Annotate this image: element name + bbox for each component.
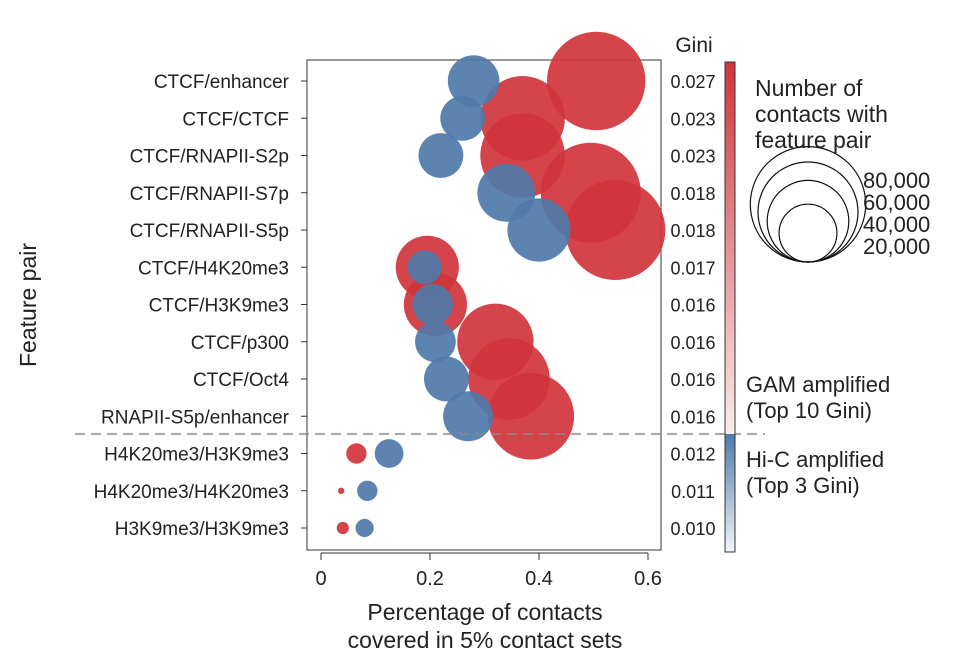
colorbar — [724, 61, 736, 553]
y-axis: CTCF/enhancer CTCF/CTCF CTCF/RNAPII-S2p CTC… — [94, 72, 307, 540]
y-tick-label: CTCF/H4K20me3 — [138, 258, 289, 279]
gini-value: 0.016 — [670, 370, 715, 390]
x-axis: 0 0.2 0.4 0.6 — [315, 552, 662, 590]
colorbar-top-label-line1: GAM amplified — [746, 372, 890, 397]
gini-value: 0.027 — [670, 72, 715, 92]
y-tick-label: CTCF/Oct4 — [193, 370, 289, 391]
y-tick-label: CTCF/enhancer — [154, 72, 290, 93]
gini-value: 0.023 — [670, 109, 715, 129]
colorbar-gam-segment — [725, 62, 735, 434]
x-axis-title-line2: covered in 5% contact sets — [348, 627, 623, 653]
size-legend-label-80000: 80,000 — [863, 168, 930, 193]
size-legend-circle — [757, 161, 859, 263]
gini-value: 0.012 — [670, 445, 715, 465]
y-tick-label: RNAPII-S5p/enhancer — [101, 407, 290, 428]
colorbar-top-label-line2: (Top 10 Gini) — [746, 398, 872, 423]
gini-value: 0.016 — [670, 333, 715, 353]
gini-value: 0.018 — [670, 221, 715, 241]
bubble-gam-h3k9me3-h3k9me3 — [336, 521, 349, 535]
x-tick-label: 0.6 — [634, 568, 662, 590]
gini-value: 0.016 — [670, 407, 715, 427]
y-tick-label: H4K20me3/H4K20me3 — [94, 482, 289, 503]
bubble-gam-h4k20me3-h3k9me3 — [346, 443, 367, 464]
size-legend-title-line1: Number of — [755, 75, 863, 101]
colorbar-border — [724, 61, 736, 553]
size-legend-label-60000: 60,000 — [863, 190, 930, 215]
y-tick-label: CTCF/RNAPII-S7p — [130, 184, 289, 205]
bubble-gam-h4k20me3-h4k20me3 — [338, 487, 345, 494]
bubble-hi-c-h3k9me3-h3k9me3 — [355, 518, 374, 538]
size-legend-circle — [778, 203, 838, 263]
x-axis-title-line1: Percentage of contacts — [367, 599, 602, 625]
bubble-hi-c-ctcf-p300 — [415, 321, 456, 363]
y-tick-label: CTCF/p300 — [191, 333, 289, 354]
bubble-hi-c-ctcf-ctcf — [440, 95, 486, 141]
colorbar-bottom-label-line1: Hi-C amplified — [746, 447, 884, 472]
colorbar-hic-segment — [725, 434, 735, 552]
gini-title: Gini — [675, 34, 712, 57]
bubble-hi-c-ctcf-h3k9me3 — [412, 284, 454, 325]
gini-value: 0.017 — [670, 258, 715, 278]
size-legend-title-line3: feature pair — [755, 127, 872, 153]
y-tick-label: CTCF/H3K9me3 — [149, 296, 289, 317]
size-legend-circles — [749, 146, 867, 263]
gini-value: 0.010 — [670, 519, 715, 539]
y-tick-label: CTCF/RNAPII-S5p — [130, 221, 289, 242]
size-legend-label-20000: 20,000 — [863, 234, 930, 259]
bubble-gam-ctcf-enhancer — [547, 31, 646, 131]
size-legend-circle — [766, 179, 850, 263]
gini-value: 0.011 — [671, 482, 715, 502]
y-tick-label: H3K9me3/H3K9me3 — [115, 519, 289, 540]
y-tick-label: CTCF/RNAPII-S2p — [130, 147, 289, 168]
bubble-hi-c-h4k20me3-h3k9me3 — [374, 439, 404, 468]
bubble-hi-c-rnapii-s5p-enhancer — [443, 391, 494, 442]
bubble-hi-c-ctcf-enhancer — [447, 55, 500, 107]
bubble-hi-c-ctcf-oct4 — [424, 356, 469, 402]
x-tick-label: 0.2 — [416, 568, 444, 590]
x-tick-label: 0 — [315, 568, 326, 590]
bubble-hi-c-ctcf-h4k20me3 — [407, 250, 442, 285]
y-axis-title: Feature pair — [15, 243, 41, 367]
y-tick-label: CTCF/CTCF — [182, 109, 289, 130]
gini-column: 0.027 0.023 0.023 0.018 0.018 0.017 0.016 0.016… — [670, 72, 715, 539]
bubble-gam-ctcf-rnapii-s5p — [565, 180, 666, 280]
size-legend-label-40000: 40,000 — [863, 212, 930, 237]
size-legend-title-line2: contacts with — [755, 101, 888, 127]
x-tick-label: 0.4 — [525, 568, 553, 590]
bubble-hi-c-ctcf-rnapii-s5p — [507, 198, 571, 262]
bubble-gam-rnapii-s5p-enhancer — [487, 373, 575, 460]
bubble-hi-c-h4k20me3-h4k20me3 — [357, 480, 378, 501]
y-tick-label: H4K20me3/H3K9me3 — [104, 445, 289, 466]
gini-value: 0.016 — [670, 296, 715, 316]
gini-value: 0.018 — [670, 184, 715, 204]
bubble-hi-c-ctcf-rnapii-s2p — [418, 133, 464, 178]
colorbar-bottom-label-line2: (Top 3 Gini) — [746, 473, 860, 498]
bubble-layer — [336, 31, 666, 538]
gini-value: 0.023 — [670, 147, 715, 167]
size-legend: Number of contacts with feature pair 80,… — [749, 75, 930, 263]
